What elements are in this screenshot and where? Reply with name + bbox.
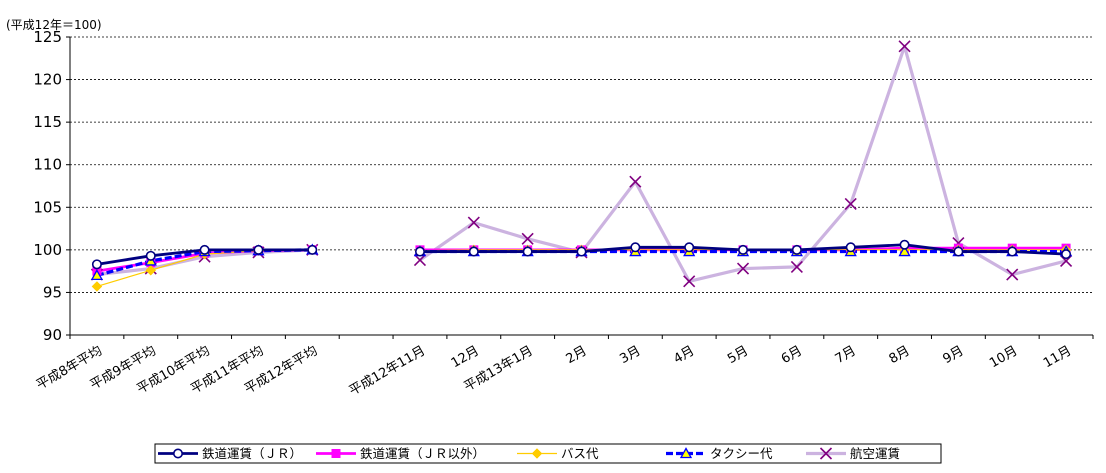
legend-marker — [331, 449, 341, 458]
data-point — [738, 244, 749, 255]
y-unit-label: (平成12年＝100) — [6, 18, 102, 32]
x-tick-label: 4月 — [671, 343, 697, 367]
data-point — [91, 259, 102, 270]
data-point — [899, 239, 910, 250]
x-tick-label: 5月 — [725, 343, 751, 367]
y-tick-label: 100 — [33, 241, 62, 259]
data-point — [790, 260, 803, 273]
data-point — [630, 242, 641, 253]
data-point — [953, 246, 964, 257]
y-tick-label: 110 — [33, 156, 62, 174]
data-point — [467, 216, 480, 229]
x-tick-label: 9月 — [940, 343, 966, 367]
legend-label: 鉄道運賃（ＪＲ） — [202, 446, 302, 461]
data-point — [898, 40, 911, 53]
data-point — [468, 246, 479, 257]
x-tick-label: 3月 — [617, 343, 643, 367]
data-point — [576, 246, 587, 257]
data-point — [791, 244, 802, 255]
data-point — [90, 269, 104, 281]
y-tick-label: 95 — [43, 283, 62, 301]
y-tick-label: 105 — [33, 198, 62, 216]
data-point — [521, 232, 534, 245]
x-tick-label: 平成12年11月 — [347, 343, 428, 399]
data-point — [91, 281, 103, 292]
x-tick-label: 12月 — [449, 343, 482, 371]
data-point — [522, 246, 533, 257]
data-point — [414, 246, 425, 257]
x-tick-label: 11月 — [1041, 343, 1074, 371]
data-point — [145, 264, 157, 276]
data-point — [844, 197, 857, 210]
x-tick-label: 2月 — [564, 343, 590, 367]
data-point — [736, 262, 750, 275]
data-point — [145, 250, 156, 261]
data-point — [683, 275, 696, 288]
y-tick-label: 120 — [33, 71, 62, 89]
legend-label: 鉄道運賃（ＪＲ以外） — [360, 446, 485, 461]
data-point — [845, 242, 856, 253]
data-point — [307, 244, 318, 255]
data-point — [684, 242, 695, 253]
legend-marker — [531, 448, 543, 459]
data-point — [1007, 246, 1018, 257]
y-tick-label: 90 — [43, 326, 62, 344]
legend: 鉄道運賃（ＪＲ） 鉄道運賃（ＪＲ以外） バス代 タクシー代 航空運賃 — [154, 443, 942, 464]
y-tick-label: 125 — [33, 28, 62, 46]
data-point — [199, 244, 210, 255]
data-point — [1061, 249, 1072, 260]
data-point — [629, 175, 642, 188]
data-point — [413, 254, 427, 267]
legend-label: 航空運賃 — [850, 446, 900, 461]
legend-marker — [819, 447, 833, 460]
y-tick-label: 115 — [33, 113, 62, 131]
legend-marker — [679, 447, 693, 459]
x-tick-label: 7月 — [833, 343, 859, 367]
x-tick-label: 6月 — [779, 343, 805, 367]
legend-label: バス代 — [561, 446, 599, 461]
x-tick-label: 8月 — [887, 343, 913, 367]
legend-label: タクシー代 — [710, 446, 773, 461]
data-point — [898, 245, 911, 257]
legend-marker — [173, 448, 184, 459]
y-axis: 90 95 100 105 110 115 120 125 — [33, 28, 71, 344]
x-tick-label: 10月 — [987, 343, 1020, 371]
data-point — [1006, 268, 1019, 281]
plot-series — [90, 40, 1073, 292]
data-point — [253, 244, 264, 255]
